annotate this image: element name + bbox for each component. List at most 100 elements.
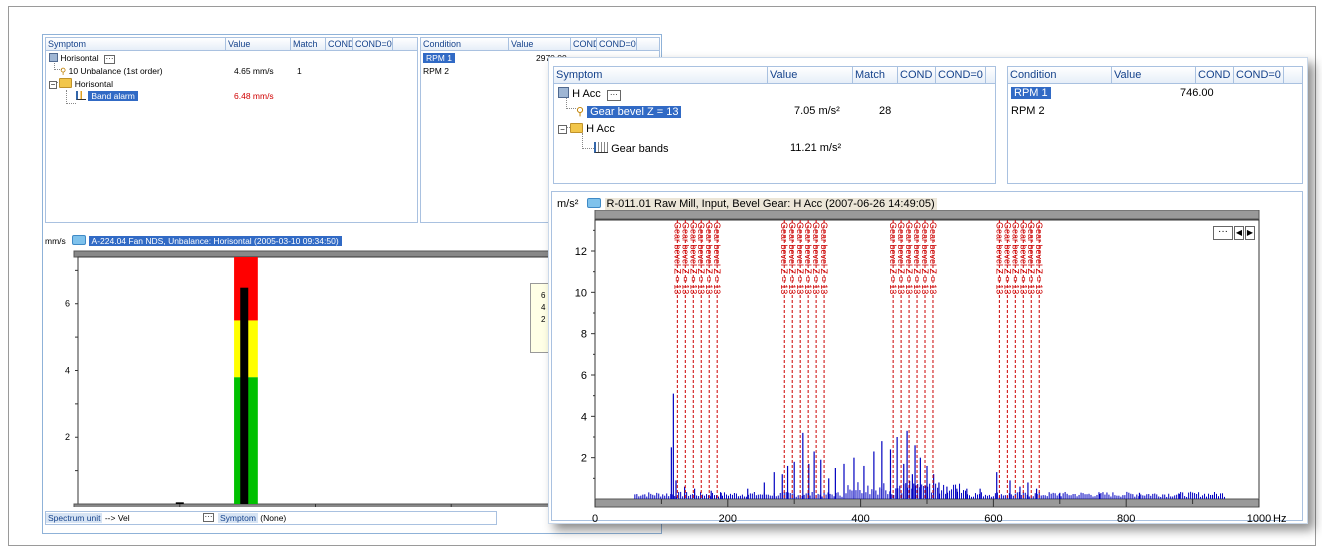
band-chart-icon xyxy=(76,91,86,100)
column-header-symptom[interactable]: Symptom xyxy=(46,38,226,50)
row-match: 28 xyxy=(879,105,891,117)
y-tick-label: 4 xyxy=(65,365,70,375)
table-row[interactable]: − H Acc xyxy=(558,123,615,135)
back-condition-table-header: Condition Value COND COND=0 xyxy=(421,38,659,51)
column-header-cond0[interactable]: COND=0 xyxy=(597,38,637,50)
row-value: 746.00 xyxy=(1180,87,1214,99)
row-label[interactable]: RPM 2 xyxy=(423,66,449,76)
back-symptom-table-header: Symptom Value Match COND COND=0 xyxy=(46,38,417,51)
spectrum-unit-field[interactable]: Spectrum unit --> Vel xyxy=(46,512,130,524)
column-header-condition[interactable]: Condition xyxy=(1008,67,1112,83)
row-label: 10 Unbalance (1st order) xyxy=(69,66,163,76)
column-header-cond0[interactable]: COND=0 xyxy=(1234,67,1284,83)
column-header-value[interactable]: Value xyxy=(1112,67,1196,83)
magnifier-icon: ⚲ xyxy=(576,106,584,118)
row-label: Horisontal xyxy=(60,53,98,63)
harmonic-marker-label: Gear bevel Z = 13 xyxy=(1034,222,1044,294)
harmonic-marker-label: Gear bevel Z = 13 xyxy=(928,222,938,294)
table-row[interactable]: ⚲ Gear bevel Z = 13 xyxy=(576,105,681,118)
x-tick-label: 0 xyxy=(592,513,598,522)
row-match: 1 xyxy=(297,66,302,76)
column-header-cond[interactable]: COND xyxy=(1196,67,1234,83)
front-spectrum-chart[interactable]: Gear bevel Z = 13 Gear bevel Z = 13 Gear b… xyxy=(549,210,1307,522)
symptom-label: Symptom xyxy=(218,513,258,523)
column-header-cond[interactable]: COND xyxy=(898,67,936,83)
row-label-selected: RPM 1 xyxy=(423,53,455,63)
x-range-bar xyxy=(595,210,1259,219)
front-symptom-table: Symptom Value Match COND COND=0 H Acc ··… xyxy=(553,66,996,184)
back-spectrum-chart[interactable]: 406080246 xyxy=(43,247,558,507)
symptom-field[interactable]: Symptom (None) xyxy=(218,512,286,524)
y-tick-label: 6 xyxy=(65,299,70,309)
row-label: Gear bands xyxy=(611,143,668,155)
chevron-right-icon[interactable]: ▶ xyxy=(1245,226,1255,240)
row-value: 11.21 m/s² xyxy=(790,142,841,154)
column-header-value[interactable]: Value xyxy=(509,38,571,50)
column-header-cond[interactable]: COND xyxy=(571,38,597,50)
column-header-cond0[interactable]: COND=0 xyxy=(353,38,393,50)
table-row[interactable]: Gear bands xyxy=(594,142,669,155)
x-tick-label: 600 xyxy=(984,513,1002,522)
table-row[interactable]: RPM 1 xyxy=(1011,87,1051,99)
spectrum-unit-dropdown-icon[interactable]: ··· xyxy=(203,513,214,522)
x-range-bar xyxy=(74,251,557,257)
data-bar xyxy=(176,502,184,504)
chevron-left-icon[interactable]: ◀ xyxy=(1234,226,1244,240)
row-label-selected: RPM 1 xyxy=(1011,87,1051,99)
row-label[interactable]: RPM 2 xyxy=(1011,105,1045,117)
collapse-icon[interactable]: − xyxy=(558,125,567,134)
spectrum-unit-value: --> Vel xyxy=(105,513,130,523)
tree-connector xyxy=(582,133,594,149)
table-row[interactable]: RPM 1 xyxy=(423,53,455,63)
column-header-match[interactable]: Match xyxy=(853,67,898,83)
table-row[interactable]: Horisontal ··· xyxy=(49,53,115,64)
chart-unit: m/s² xyxy=(557,198,578,210)
y-tick-label: 6 xyxy=(581,370,587,382)
collapse-icon[interactable]: − xyxy=(49,81,57,89)
column-header-cond[interactable]: COND xyxy=(326,38,353,50)
y-tick-label: 12 xyxy=(575,246,587,258)
front-symptom-table-header: Symptom Value Match COND COND=0 xyxy=(554,67,995,84)
y-tick-label: 10 xyxy=(575,287,587,299)
magnifier-icon: ⚲ xyxy=(60,66,66,76)
data-bar xyxy=(240,288,248,504)
folder-icon xyxy=(59,78,72,88)
column-header-symptom[interactable]: Symptom xyxy=(554,67,768,83)
chart-title: R-011.01 Raw Mill, Input, Bevel Gear: H … xyxy=(605,198,937,210)
machine-icon xyxy=(49,53,58,62)
row-value: 4.65 mm/s xyxy=(234,66,274,76)
more-options-icon[interactable]: ··· xyxy=(104,55,115,64)
chart-options-icon[interactable]: ··· xyxy=(1213,226,1233,240)
column-header-value[interactable]: Value xyxy=(226,38,291,50)
column-header-match[interactable]: Match xyxy=(291,38,326,50)
harmonic-marker-label: Gear bevel Z = 13 xyxy=(819,222,829,294)
column-header-condition[interactable]: Condition xyxy=(421,38,509,50)
table-row[interactable]: ⚲ 10 Unbalance (1st order) xyxy=(60,66,163,77)
spectrum-unit-label: Spectrum unit xyxy=(46,513,102,523)
row-value-alarm: 6.48 mm/s xyxy=(234,91,274,101)
back-symptom-table: Symptom Value Match COND COND=0 Horisont… xyxy=(45,37,418,223)
folder-icon xyxy=(570,123,583,133)
x-tick-label: 400 xyxy=(851,513,869,522)
table-row[interactable]: − Horisontal xyxy=(49,78,113,89)
chart-unit: mm/s xyxy=(45,236,66,246)
column-header-value[interactable]: Value xyxy=(768,67,853,83)
table-row[interactable]: H Acc ··· xyxy=(558,87,621,101)
front-window: Symptom Value Match COND COND=0 H Acc ··… xyxy=(548,57,1308,524)
x-tick-label: 1000 xyxy=(1247,513,1271,522)
row-label-selected: Gear bevel Z = 13 xyxy=(587,106,681,118)
front-condition-table-header: Condition Value COND COND=0 xyxy=(1008,67,1302,84)
table-row[interactable]: Band alarm xyxy=(76,91,138,101)
folder-icon xyxy=(72,235,86,245)
column-header-cond0[interactable]: COND=0 xyxy=(936,67,986,83)
plot-area xyxy=(78,257,553,504)
row-label-selected: Band alarm xyxy=(88,91,137,101)
harmonic-marker-label: Gear bevel Z = 13 xyxy=(712,222,722,294)
symptom-value: (None) xyxy=(260,513,286,523)
row-label: H Acc xyxy=(586,123,615,135)
x-axis-unit: Hz xyxy=(1273,513,1286,522)
chart-toolbar: ··· ◀ ▶ xyxy=(1213,226,1255,240)
folder-icon xyxy=(587,198,601,208)
y-tick-label: 2 xyxy=(581,453,587,465)
more-options-icon[interactable]: ··· xyxy=(607,90,621,101)
